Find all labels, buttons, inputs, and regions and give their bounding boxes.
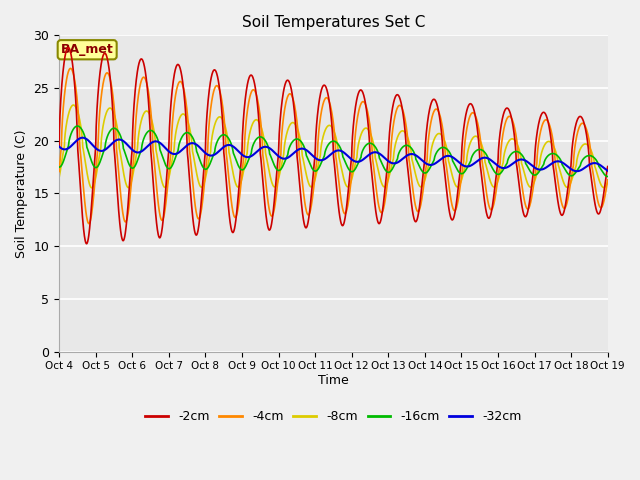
Y-axis label: Soil Temperature (C): Soil Temperature (C) — [15, 129, 28, 258]
Text: BA_met: BA_met — [61, 43, 113, 56]
Legend: -2cm, -4cm, -8cm, -16cm, -32cm: -2cm, -4cm, -8cm, -16cm, -32cm — [141, 405, 526, 428]
Title: Soil Temperatures Set C: Soil Temperatures Set C — [242, 15, 425, 30]
X-axis label: Time: Time — [318, 374, 349, 387]
